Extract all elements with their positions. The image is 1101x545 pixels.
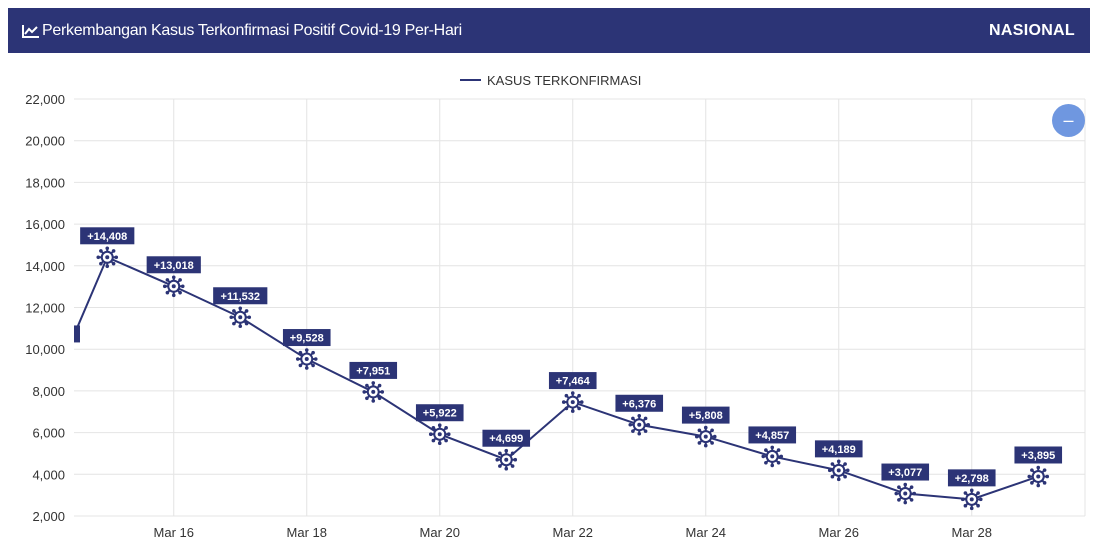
y-tick-label: 4,000 xyxy=(32,467,65,482)
chart-title: Perkembangan Kasus Terkonfirmasi Positif… xyxy=(42,21,462,39)
y-tick-label: 6,000 xyxy=(32,426,65,441)
zoom-out-icon: – xyxy=(1063,110,1074,130)
data-label-box xyxy=(1014,446,1063,464)
data-label-box xyxy=(881,463,930,481)
y-tick-label: 20,000 xyxy=(25,134,65,149)
zoom-out-button[interactable]: – xyxy=(1052,104,1085,137)
region-badge: NASIONAL xyxy=(989,21,1075,39)
data-point[interactable] xyxy=(295,348,318,370)
data-point[interactable] xyxy=(229,306,252,329)
data-label-box xyxy=(548,372,597,390)
data-point[interactable] xyxy=(1027,465,1050,488)
x-tick-label: Mar 20 xyxy=(420,525,460,540)
x-tick-label: Mar 18 xyxy=(287,525,327,540)
y-tick-label: 22,000 xyxy=(25,92,65,107)
data-label: +7,951 xyxy=(356,365,390,377)
data-point[interactable] xyxy=(96,246,119,269)
data-label-box xyxy=(80,227,135,245)
data-point[interactable] xyxy=(495,448,518,471)
data-label: +5,922 xyxy=(423,408,457,420)
line-chart-icon xyxy=(22,24,39,38)
data-label: +4,699 xyxy=(489,433,523,445)
data-point[interactable] xyxy=(162,275,185,298)
data-label: +3,077 xyxy=(888,467,922,479)
data-label: +5,808 xyxy=(689,410,723,422)
data-label: +9,528 xyxy=(290,333,324,345)
data-label-box xyxy=(615,394,664,412)
data-label-box xyxy=(947,469,996,487)
data-label: +11,532 xyxy=(221,291,260,303)
data-label: +4,857 xyxy=(755,430,789,442)
y-tick-label: 18,000 xyxy=(25,175,65,190)
data-point[interactable] xyxy=(960,488,983,511)
y-tick-label: 14,000 xyxy=(25,259,65,274)
data-label: +2,798 xyxy=(955,473,989,485)
data-label: +7,464 xyxy=(556,376,591,388)
chart-header: Perkembangan Kasus Terkonfirmasi Positif… xyxy=(8,8,1090,53)
y-tick-label: 12,000 xyxy=(25,301,65,316)
y-tick-label: 2,000 xyxy=(32,509,65,524)
data-label-box xyxy=(146,256,201,274)
data-point[interactable] xyxy=(827,459,850,482)
line-chart: 2,000 4,000 6,000 8,000 10,000 12,000 14,000 16… xyxy=(25,73,1086,540)
data-point[interactable] xyxy=(761,445,784,468)
data-label-box xyxy=(814,440,863,458)
x-tick-label: Mar 16 xyxy=(154,525,194,540)
partial-point-marker xyxy=(74,325,80,343)
chart-area: 2,000 4,000 6,000 8,000 10,000 12,000 14,000 16… xyxy=(8,54,1090,545)
x-tick-label: Mar 28 xyxy=(952,525,992,540)
data-label-box xyxy=(349,361,398,379)
data-label: +13,018 xyxy=(154,260,194,272)
data-label: +6,376 xyxy=(622,398,656,410)
header-title-wrap: Perkembangan Kasus Terkonfirmasi Positif… xyxy=(22,8,462,53)
data-point[interactable] xyxy=(628,413,651,436)
data-point[interactable] xyxy=(894,482,917,505)
x-tick-label: Mar 24 xyxy=(686,525,726,540)
data-label-box xyxy=(681,406,730,424)
x-tick-label: Mar 26 xyxy=(819,525,859,540)
data-label-box xyxy=(415,404,464,422)
data-label-box xyxy=(748,426,797,444)
data-label-box xyxy=(213,287,268,305)
data-label: +4,189 xyxy=(822,444,856,456)
data-point[interactable] xyxy=(694,425,717,448)
data-label: +14,408 xyxy=(87,231,127,243)
series-line xyxy=(75,255,1039,501)
y-tick-label: 10,000 xyxy=(25,342,65,357)
y-tick-label: 16,000 xyxy=(25,217,65,232)
data-label: +3,895 xyxy=(1021,450,1055,462)
data-point[interactable] xyxy=(428,423,451,446)
data-label-box xyxy=(282,329,331,347)
data-point[interactable] xyxy=(561,391,584,413)
y-tick-label: 8,000 xyxy=(32,384,65,399)
x-tick-label: Mar 22 xyxy=(553,525,593,540)
data-point[interactable] xyxy=(362,381,385,403)
legend-label: KASUS TERKONFIRMASI xyxy=(487,73,641,88)
data-label-box xyxy=(482,429,531,447)
